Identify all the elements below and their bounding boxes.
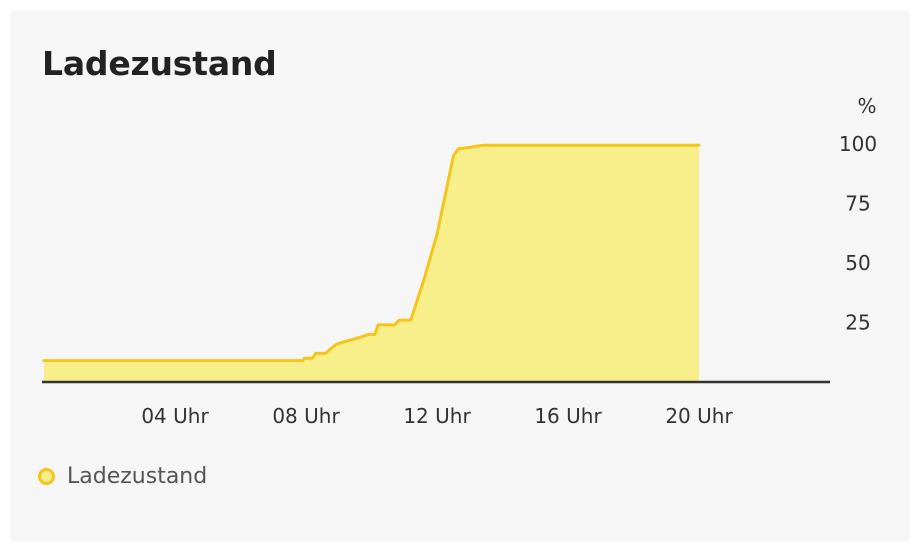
x-tick-label: 12 Uhr <box>403 404 471 428</box>
y-tick-label: 25 <box>845 311 870 335</box>
plot-area: 04 Uhr 08 Uhr 12 Uhr 16 Uhr 20 Uhr 25 50 75 100 <box>42 132 877 428</box>
legend[interactable]: Ladezustand <box>38 464 207 489</box>
chart-title: Ladezustand <box>42 44 277 83</box>
y-axis-unit: % <box>857 94 876 118</box>
y-tick-label: 100 <box>839 132 877 156</box>
x-tick-label: 08 Uhr <box>272 404 340 428</box>
series-line <box>42 143 701 363</box>
legend-marker-icon <box>38 468 55 485</box>
x-tick-label: 20 Uhr <box>665 404 733 428</box>
y-tick-label: 50 <box>845 251 870 275</box>
series-area <box>44 145 699 382</box>
x-tick-label: 16 Uhr <box>534 404 602 428</box>
x-tick-label: 04 Uhr <box>141 404 209 428</box>
legend-label: Ladezustand <box>67 464 208 489</box>
y-tick-label: 75 <box>845 192 870 216</box>
